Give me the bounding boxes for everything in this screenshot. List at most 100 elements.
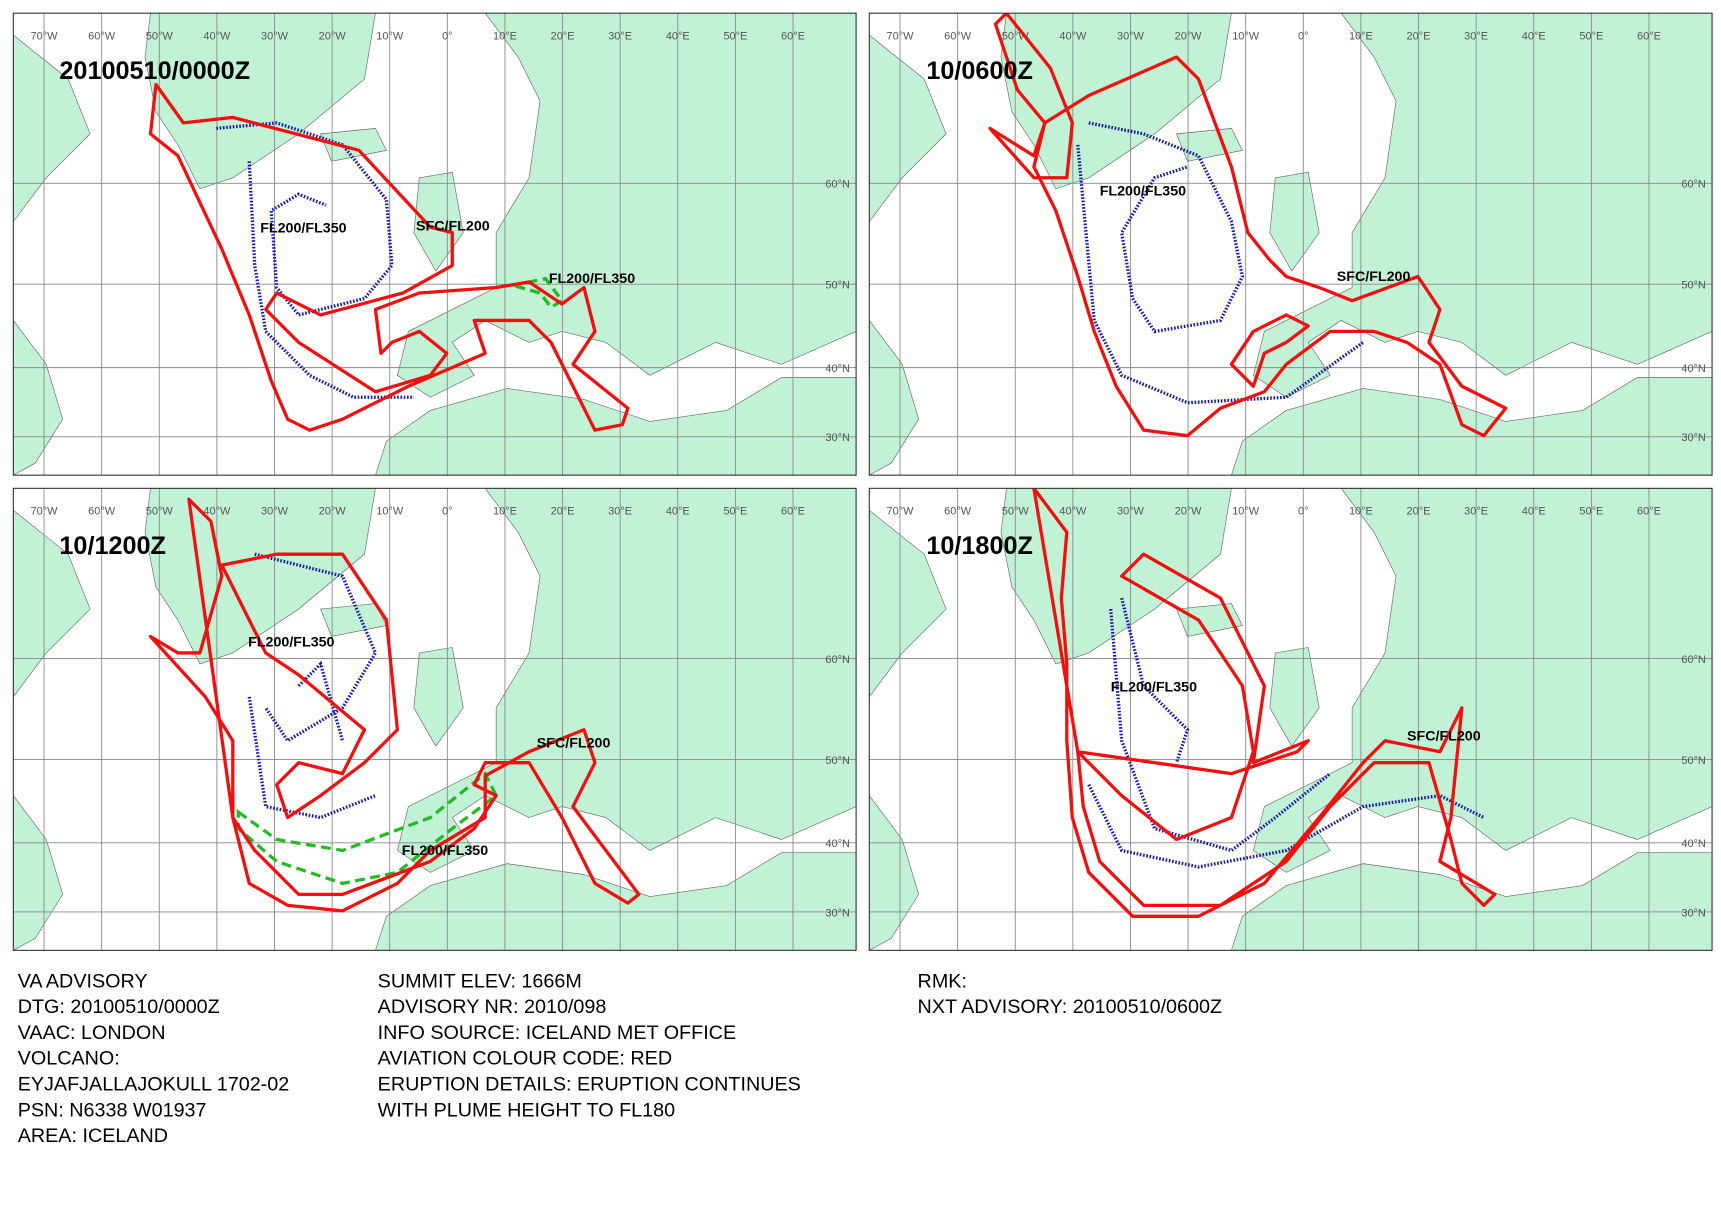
fl200-fl350-contour [1087, 783, 1485, 869]
lon-label: 0° [1298, 506, 1309, 518]
lon-label: 50°W [146, 31, 174, 43]
contour-label: FL200/FL350 [549, 271, 635, 287]
lon-label: 10°E [493, 31, 517, 43]
fl200-fl350-area [236, 771, 499, 886]
lon-label: 60°E [1637, 506, 1661, 518]
fl200-fl350-contour [297, 660, 345, 742]
lon-label: 20°W [319, 31, 347, 43]
fl200-fl350-contour [1088, 121, 1245, 334]
lon-label: 40°E [1522, 506, 1546, 518]
contour-label: FL200/FL350 [1111, 679, 1197, 695]
panel-border [12, 487, 857, 951]
lon-label: 40°W [203, 31, 231, 43]
lat-label: 40°N [1681, 838, 1706, 850]
lon-label: 30°W [261, 506, 289, 518]
lat-label: 40°N [1681, 363, 1706, 375]
advisory-line: VOLCANO: [18, 1048, 120, 1070]
lon-label: 50°E [1579, 31, 1603, 43]
fl200-fl350-contour [1109, 608, 1332, 853]
lon-label: 60°E [781, 506, 805, 518]
lon-label: 10°W [376, 31, 404, 43]
advisory-line: SUMMIT ELEV: 1666M [378, 970, 582, 992]
lon-label: 50°W [146, 506, 174, 518]
sfc-fl200-area [1032, 488, 1497, 918]
lon-label: 30°E [608, 31, 632, 43]
lat-label: 50°N [825, 755, 850, 767]
fl200-fl350-area [512, 276, 565, 310]
advisory-line: AVIATION COLOUR CODE: RED [378, 1048, 672, 1070]
lon-label: 20°W [319, 506, 347, 518]
lon-label: 60°W [944, 506, 972, 518]
lat-label: 30°N [1681, 432, 1706, 444]
lat-label: 30°N [1681, 907, 1706, 919]
lon-label: 60°E [781, 31, 805, 43]
contour-label: FL200/FL350 [402, 843, 488, 859]
advisory-line: DTG: 20100510/0000Z [18, 996, 220, 1018]
panel-border [868, 487, 1713, 951]
map-content: 70°W 60°W 50°W 40°W 30°W 20°W 10°W 0° 10°E 20°E 30… [13, 488, 857, 951]
lon-label: 70°W [887, 506, 915, 518]
advisory-line: PSN: N6338 W01937 [18, 1099, 207, 1121]
lon-label: 50°E [723, 506, 747, 518]
lon-label: 30°W [1117, 506, 1145, 518]
lon-label: 10°E [493, 506, 517, 518]
contour-label: FL200/FL350 [260, 221, 346, 237]
lon-label: 20°E [1407, 31, 1431, 43]
contour-label: SFC/FL200 [537, 735, 611, 751]
lon-label: 70°W [31, 506, 59, 518]
map-panel: 70°W 60°W 50°W 40°W 30°W 20°W 10°W 0° 10°E 20°E 30… [12, 12, 857, 476]
map-content: 70°W 60°W 50°W 40°W 30°W 20°W 10°W 0° 10°E 20°E 30… [869, 13, 1713, 476]
lon-label: 50°E [1579, 506, 1603, 518]
lat-label: 40°N [825, 838, 850, 850]
lon-label: 10°W [1232, 506, 1260, 518]
sfc-fl200-area [148, 82, 630, 432]
panel-border [12, 12, 857, 476]
advisory-line: RMK: [918, 970, 967, 992]
advisory-line: VAAC: LONDON [18, 1022, 166, 1044]
lat-label: 40°N [825, 363, 850, 375]
lat-label: 30°N [825, 432, 850, 444]
lon-label: 20°W [1175, 506, 1203, 518]
contour-label: FL200/FL350 [1100, 183, 1186, 199]
lon-label: 60°E [1637, 31, 1661, 43]
lon-label: 20°W [1175, 31, 1203, 43]
lat-label: 50°N [1681, 755, 1706, 767]
lat-label: 60°N [1681, 654, 1706, 666]
lon-label: 40°W [203, 506, 231, 518]
advisory-line: ERUPTION DETAILS: ERUPTION CONTINUES [378, 1074, 801, 1096]
lon-label: 0° [442, 31, 453, 43]
sfc-fl200-area [1229, 313, 1310, 388]
lon-label: 60°W [88, 506, 116, 518]
lat-label: 30°N [825, 907, 850, 919]
lon-label: 10°W [376, 506, 404, 518]
sfc-fl200-area [1032, 55, 1508, 438]
fl200-fl350-contour [247, 161, 414, 399]
lon-label: 50°E [723, 31, 747, 43]
contour-label: SFC/FL200 [1407, 729, 1481, 745]
sfc-fl200-area [1076, 552, 1310, 842]
map-panel: 70°W 60°W 50°W 40°W 30°W 20°W 10°W 0° 10°E 20°E 30… [868, 12, 1713, 476]
advisory-line: VA ADVISORY [18, 970, 148, 992]
valid-time: 10/0600Z [926, 57, 1033, 85]
lat-label: 60°N [1681, 179, 1706, 191]
lon-label: 40°E [1522, 31, 1546, 43]
lon-label: 30°W [261, 31, 289, 43]
lon-label: 10°E [1349, 506, 1373, 518]
advisory-line: INFO SOURCE: ICELAND MET OFFICE [378, 1022, 736, 1044]
lon-label: 30°W [1117, 31, 1145, 43]
lat-label: 50°N [825, 280, 850, 292]
valid-time: 10/1800Z [926, 532, 1033, 560]
lon-label: 50°W [1002, 506, 1030, 518]
lon-label: 60°W [88, 31, 116, 43]
advisory-line: WITH PLUME HEIGHT TO FL180 [378, 1099, 675, 1121]
sfc-fl200-area [148, 497, 641, 913]
valid-time: 10/1200Z [59, 532, 166, 560]
lon-label: 0° [1298, 31, 1309, 43]
map-content: 70°W 60°W 50°W 40°W 30°W 20°W 10°W 0° 10°E 20°E 30… [869, 488, 1713, 951]
map-panel: 70°W 60°W 50°W 40°W 30°W 20°W 10°W 0° 10°E 20°E 30… [12, 487, 857, 951]
contour-label: SFC/FL200 [1337, 269, 1411, 285]
lon-label: 10°W [1232, 31, 1260, 43]
advisory-line: NXT ADVISORY: 20100510/0600Z [918, 996, 1222, 1018]
